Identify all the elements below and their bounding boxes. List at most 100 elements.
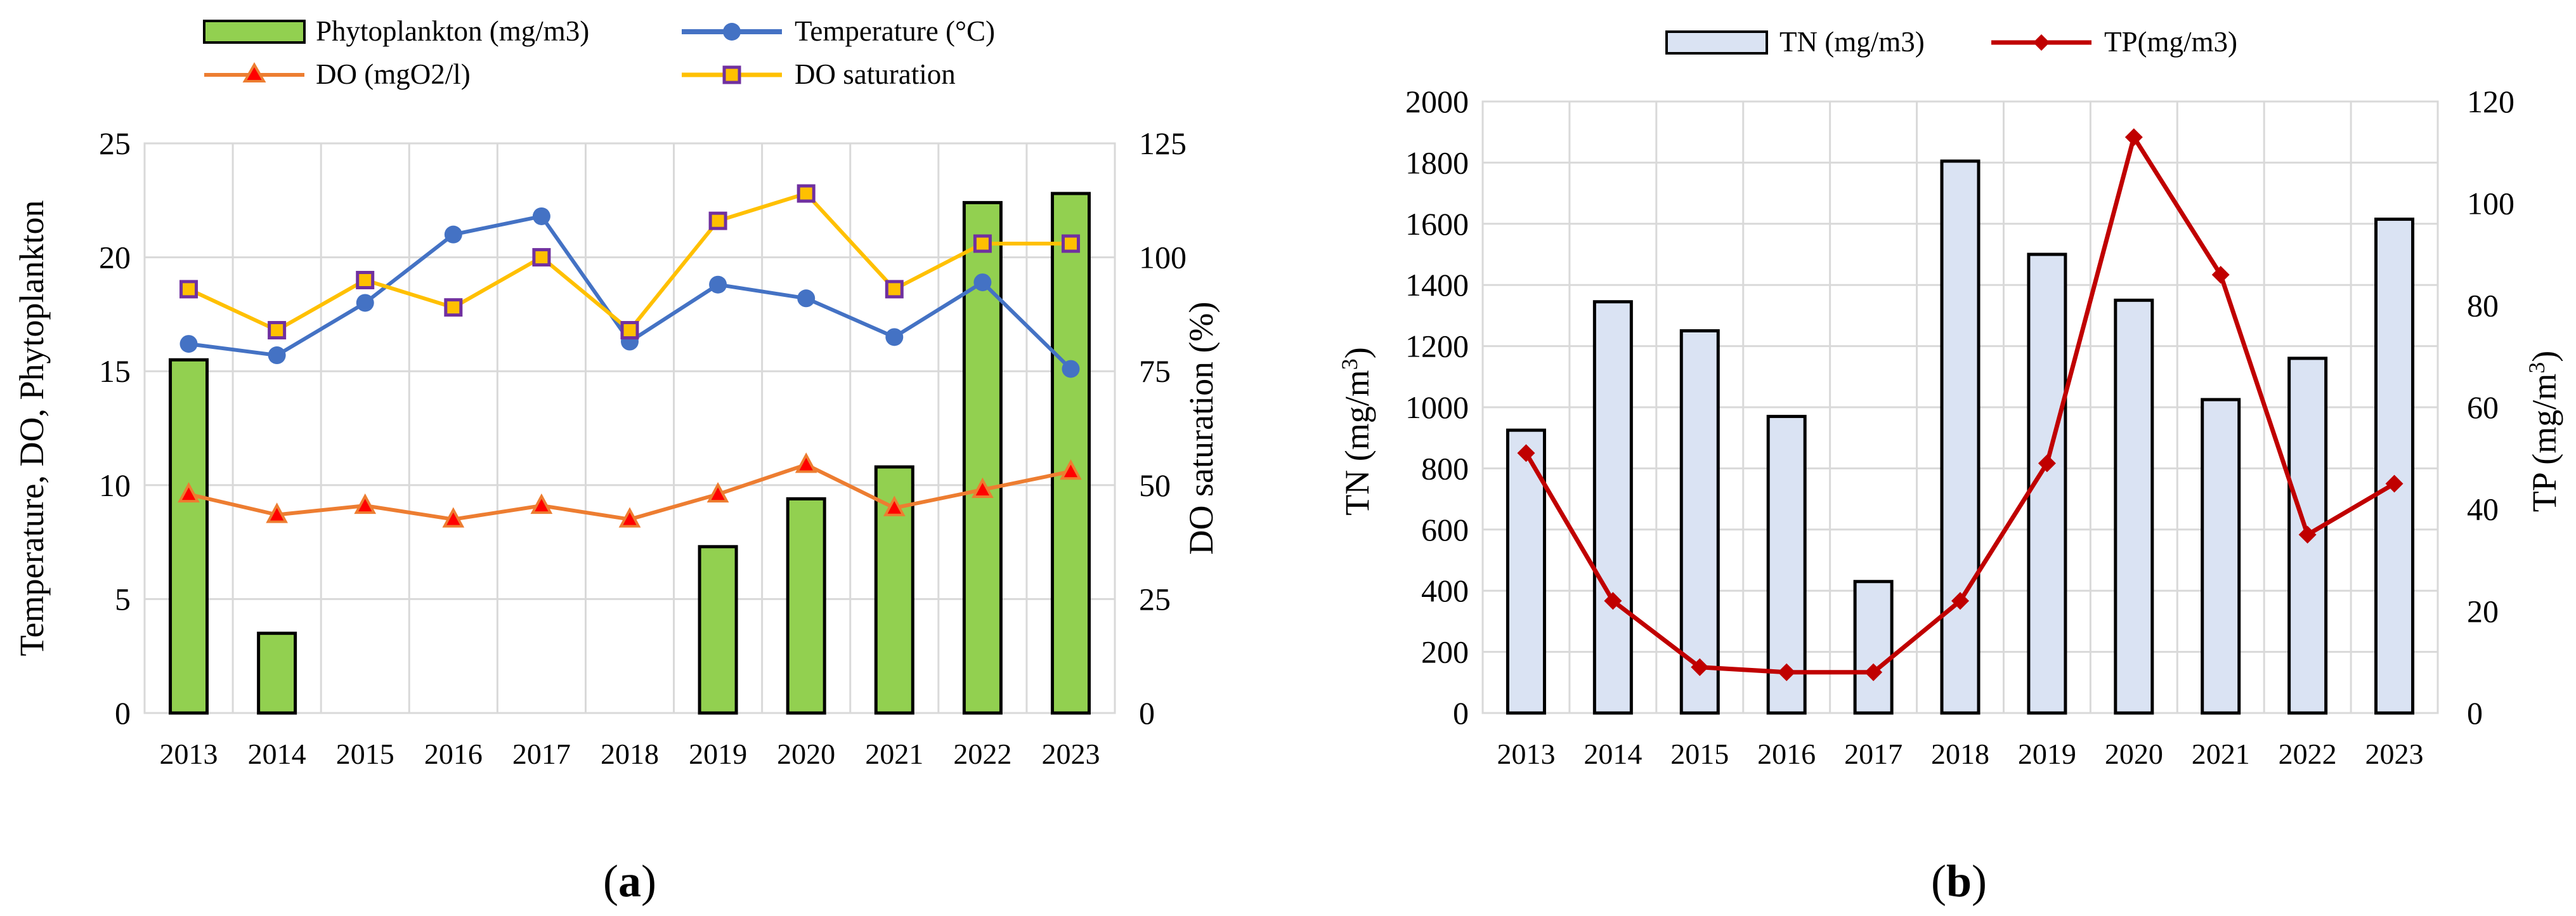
x-tick-label: 2013 [160,738,218,770]
x-tick-label: 2017 [1844,738,1903,770]
x-tick-label: 2016 [424,738,483,770]
bar-2020 [786,497,826,715]
x-tick-label: 2019 [689,738,747,770]
point-tpmgm-2021 [2211,266,2230,284]
y2-tick-label: 80 [2467,287,2499,323]
svg-text:(b): (b) [1931,856,1987,906]
x-tick-label: 2015 [336,738,394,770]
x-tick-label: 2018 [601,738,659,770]
y2-tick-label: 100 [1139,240,1187,275]
bars-a [169,192,1091,715]
point-temperature-2014 [268,346,286,365]
point-do-2021 [883,495,906,516]
legend-marker-do [242,62,266,82]
point-do-2017 [530,493,553,514]
legend-marker-tp [2033,34,2050,51]
gridlines-a [145,142,1115,714]
point-temperature-2023 [1062,360,1080,378]
x-tick-label: 2014 [1584,738,1642,770]
panel-label-a: (a) [603,856,656,906]
point-tpmgm-2023 [2385,474,2404,493]
y-tick-label: 10 [99,468,131,503]
lines-a [178,184,1082,528]
y-ticks-b: 0 200 400 600 800 1000 1200 1400 1600 1800 2000 [1405,84,1469,731]
y-tick-label: 1200 [1405,329,1469,364]
y-tick-label: 400 [1421,573,1469,608]
bar-2018 [1940,159,1981,715]
bar-2021 [874,465,914,715]
bar-2023 [2374,218,2415,715]
x-tick-label: 2020 [2105,738,2163,770]
point-do-2015 [354,493,377,514]
point-do-2014 [266,502,288,523]
legend-label-do-saturation: DO saturation [795,58,956,90]
legend-swatch-tn [1665,30,1768,55]
point-do-2016 [444,298,463,317]
y-tick-label: 0 [115,695,131,731]
y2-tick-label: 20 [2467,593,2499,629]
point-tpmgm-2013 [1517,444,1535,462]
x-tick-label: 2023 [2365,738,2424,770]
legend-marker-do-saturation [722,65,741,84]
point-do-2014 [268,321,287,340]
bar-2023 [1050,192,1091,715]
point-tpmgm-2022 [2298,525,2317,544]
bars-b [1506,159,2415,715]
y2-tick-label: 0 [1139,695,1155,731]
legend-label-phytoplankton: Phytoplankton (mg/m3) [316,15,589,47]
panel-label-b: (b) [1931,856,1987,906]
point-temperature-2022 [973,273,992,292]
point-temperature-2015 [356,294,374,312]
legend-label-temperature: Temperature (°C) [795,15,995,47]
point-temperature-2016 [444,225,462,244]
x-tick-label: 2018 [1931,738,1989,770]
x-tick-label: 2014 [248,738,306,770]
y2-tick-label: 125 [1139,126,1187,161]
x-tick-label: 2022 [2279,738,2337,770]
point-do-2017 [532,248,551,267]
legend-label-tp: TP(mg/m3) [2104,26,2237,58]
y-tick-label: 5 [115,581,131,617]
point-do-2018 [618,507,641,528]
point-tpmgm-2020 [2124,128,2143,147]
x-tick-label: 2016 [1757,738,1816,770]
panel-letter-a: a [618,856,641,906]
x-ticks-b: 2013 2014 2015 2016 2017 2018 2019 2020 2021 2022… [1497,738,2423,770]
point-do-2020 [795,452,817,473]
point-do-2023 [1061,234,1080,253]
x-ticks-a: 2013 2014 2015 2016 2017 2018 2019 2020 2021 2022… [160,738,1100,770]
svg-text:(a): (a) [603,856,656,906]
point-temperature-2017 [532,207,550,225]
y-axis-label-a: Temperature, DO, Phytoplankton [13,200,51,656]
y-tick-label: 15 [99,353,131,389]
point-tpmgm-2018 [1951,592,1969,610]
x-tick-label: 2015 [1670,738,1729,770]
x-tick-label: 2021 [2192,738,2250,770]
point-do-2023 [1060,459,1082,480]
point-do-2019 [708,211,727,230]
y-tick-label: 200 [1421,634,1469,670]
point-do-2022 [972,477,994,498]
y2-tick-label: 100 [2467,186,2514,221]
y2-axis-label-a: DO saturation (%) [1182,302,1220,555]
bar-2021 [2201,398,2241,715]
y-tick-label: 20 [99,240,131,275]
y2-ticks-b: 0 20 40 60 80 100 120 [2467,84,2514,731]
y2-ticks-a: 0 25 50 75 100 125 [1139,126,1187,731]
point-tpmgm-2017 [1864,663,1883,681]
bar-2014 [1592,300,1633,715]
y-tick-label: 800 [1421,450,1469,486]
point-do-2022 [973,234,992,253]
legend-b: TN (mg/m3) TP(mg/m3) [1665,26,2237,58]
y-tick-label: 1000 [1405,389,1469,425]
lines-b [1517,128,2404,681]
bar-2022 [2287,357,2328,715]
point-tpmgm-2016 [1778,663,1796,681]
point-temperature-2013 [179,335,198,353]
point-do-2021 [885,280,904,299]
y-tick-label: 25 [99,126,131,161]
bar-2019 [698,545,738,715]
